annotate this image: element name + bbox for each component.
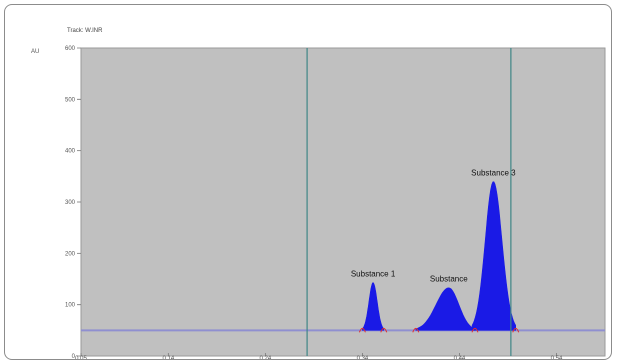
track-header: Track: W.INR [67,28,103,34]
peak-area-2 [415,287,476,331]
x-tick-label: 0.14 [162,356,174,360]
integration-mark-2 [380,327,388,333]
x-tick-label: 0.34 [357,356,369,360]
x-tick-label: 0.54 [551,356,563,360]
y-tick-label: 300 [65,200,76,206]
densitogram-chart: Track: W.INR AU 0 100 200 300 400 500 600 0.05… [31,28,606,360]
y-tick-label: 0 [72,354,76,360]
x-tick-label: 0.24 [260,356,272,360]
integration-mark-3 [412,327,420,333]
x-tick-label: 0.44 [454,356,466,360]
integration-mark-1 [358,327,366,333]
y-tick-label: 600 [65,46,76,52]
integration-mark-4 [471,327,479,333]
integration-mark-5 [512,327,520,333]
peak-label-1: Substance 1 [351,270,396,279]
peak-area-1 [362,282,385,331]
peak-label-3: Substance 3 [471,168,516,177]
y-tick-label: 200 [65,251,76,257]
chart-frame: Track: W.INR AU 0 100 200 300 400 500 600 0.05… [4,4,612,360]
peak-label-2: Substance [430,275,468,284]
peak-area-3 [471,181,516,331]
x-tick-label: 0.05 [75,356,87,360]
y-tick-label: 400 [65,149,76,155]
y-axis-label: AU [31,49,39,55]
plot-area [80,47,606,357]
y-tick-label: 100 [65,303,76,309]
y-tick-label: 500 [65,97,76,103]
